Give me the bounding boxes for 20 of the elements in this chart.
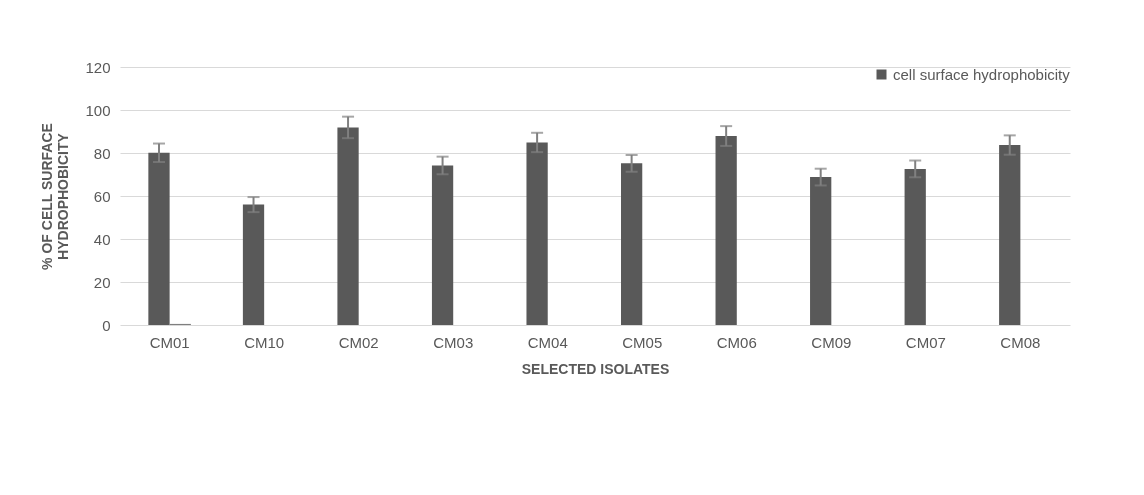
y-tick-label: 100 — [85, 101, 111, 119]
y-tick-label: 80 — [93, 144, 111, 162]
y-tick-label: 40 — [93, 230, 111, 248]
y-axis-title: % OF CELL SURFACE HYDROPHOBICITY — [39, 123, 72, 270]
y-tick-label: 0 — [102, 316, 111, 334]
x-tick-label: CM10 — [244, 333, 285, 351]
x-tick-label: CM04 — [527, 333, 568, 351]
x-tick-label: CM08 — [1000, 333, 1041, 351]
x-tick-label: CM03 — [433, 333, 474, 351]
x-axis-title: SELECTED ISOLATES — [521, 360, 670, 377]
y-tick-label: 120 — [85, 58, 111, 76]
x-tick-label: CM05 — [622, 333, 663, 351]
y-tick-label: 60 — [93, 187, 111, 205]
x-tick-label: CM09 — [811, 333, 852, 351]
x-tick-label: CM01 — [149, 333, 190, 351]
legend-label: cell surface hydrophobicity — [893, 65, 1071, 83]
x-tick-label: CM06 — [716, 333, 757, 351]
y-tick-label: 20 — [93, 273, 111, 291]
x-tick-label: CM07 — [905, 333, 946, 351]
x-tick-label: CM02 — [338, 333, 379, 351]
